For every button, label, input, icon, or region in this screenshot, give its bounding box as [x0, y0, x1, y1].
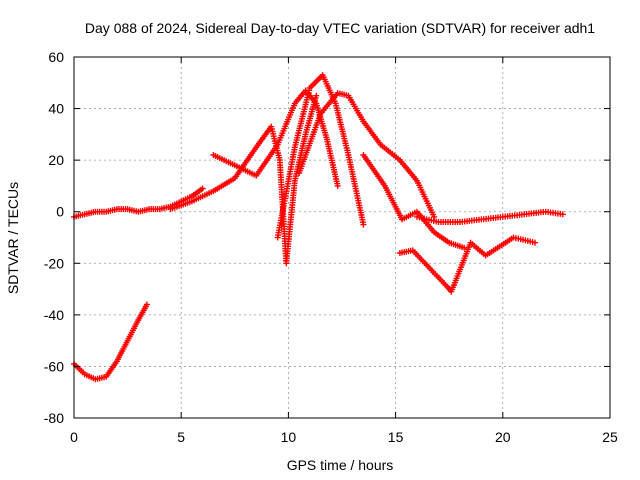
y-tick-label: 0 — [56, 204, 64, 220]
chart-title: Day 088 of 2024, Sidereal Day-to-day VTE… — [85, 20, 595, 36]
y-tick-label: -60 — [44, 358, 64, 374]
plot-frame — [73, 56, 611, 419]
y-axis-label: SDTVAR / TECUs — [5, 182, 21, 294]
data-point — [334, 182, 341, 189]
data-point — [313, 92, 320, 99]
y-tick-label: -80 — [44, 410, 64, 426]
x-tick-label: 20 — [495, 429, 511, 445]
y-tick-label: 20 — [48, 152, 64, 168]
series-late-dips — [396, 234, 538, 295]
data-point — [199, 185, 206, 192]
x-tick-label: 10 — [281, 429, 297, 445]
data-points — [71, 72, 566, 383]
x-tick-label: 5 — [177, 429, 185, 445]
series-arc-A — [167, 92, 320, 267]
data-point — [532, 239, 538, 246]
axis-ticks: 0 5 10 15 20 25 -80 -60 -40 -20 0 20 40 60 — [44, 49, 618, 445]
data-point — [143, 301, 150, 308]
y-tick-label: 40 — [48, 101, 64, 117]
series-arc-D — [296, 90, 438, 220]
y-tick-label: -40 — [44, 307, 64, 323]
series-early-negative-arc — [71, 301, 150, 383]
x-tick-label: 0 — [70, 429, 78, 445]
y-tick-label: -20 — [44, 255, 64, 271]
y-tick-label: 60 — [48, 49, 64, 65]
series-near-zero-band — [71, 185, 206, 220]
x-axis-label: GPS time / hours — [287, 457, 394, 473]
x-tick-label: 25 — [602, 429, 618, 445]
series-late-band — [414, 208, 566, 225]
data-point — [559, 211, 566, 218]
data-point — [360, 221, 367, 228]
x-tick-label: 15 — [388, 429, 404, 445]
grid — [74, 57, 610, 418]
series-arc-E — [360, 152, 468, 251]
